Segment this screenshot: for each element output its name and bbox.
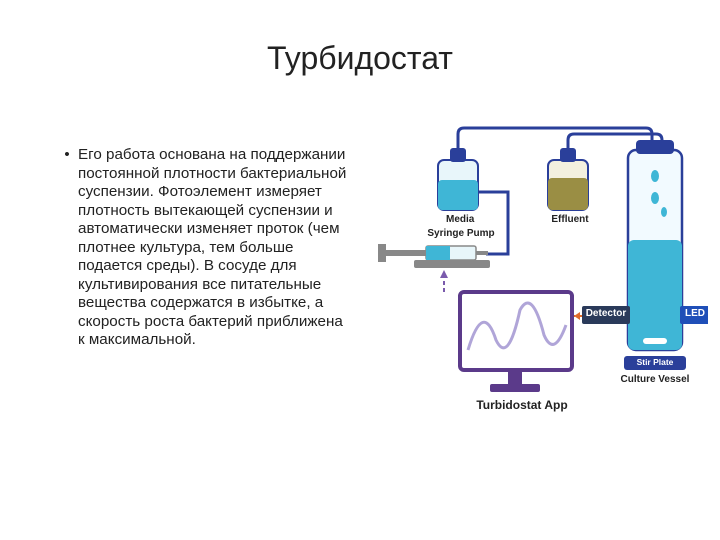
detector-label: Detector [585,308,627,319]
stir-plate-label: Stir Plate [626,357,684,367]
body-text: • Его работа основана на поддержании пос… [56,146,348,350]
syringe-pump-icon [378,244,490,268]
syringe-pump-label: Syringe Pump [416,228,506,239]
bullet-item: • Его работа основана на поддержании пос… [56,146,348,350]
turbidostat-app-label: Turbidostat App [472,398,572,412]
bullet-text: Его работа основана на поддержании посто… [78,146,348,350]
culture-vessel-icon [628,140,682,350]
led-label: LED [682,308,708,319]
page-title: Турбидостат [0,40,720,77]
monitor-icon [460,292,572,392]
effluent-label: Effluent [550,214,590,225]
effluent-flask-icon [548,148,588,210]
turbidostat-diagram: Media Syringe Pump Effluent Detector LED… [368,120,708,460]
culture-vessel-label: Culture Vessel [618,374,692,385]
media-flask-icon [438,148,478,210]
media-label: Media [446,214,474,225]
bullet-dot: • [56,146,78,350]
